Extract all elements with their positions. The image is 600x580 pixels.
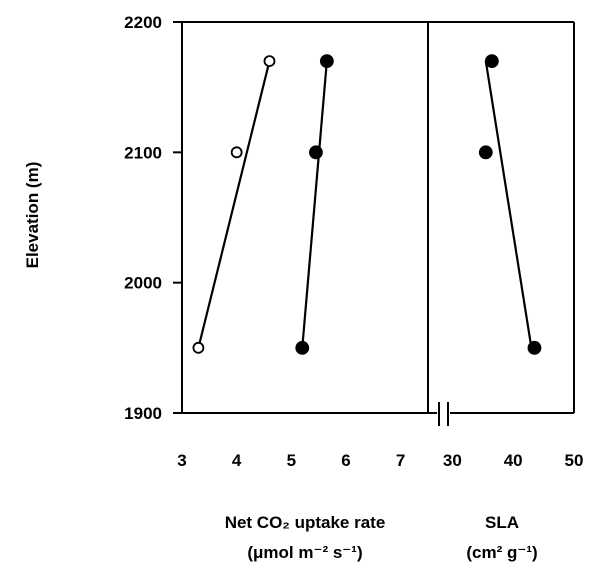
open-data-point <box>263 55 276 67</box>
y-tick-label: 1900 <box>124 404 162 423</box>
chart-marks <box>192 54 542 355</box>
open-data-point <box>192 341 205 354</box>
fit-line <box>197 60 271 349</box>
y-tick-label: 2200 <box>124 13 162 32</box>
x-tick-label: 30 <box>443 451 462 470</box>
x-tick-label: 5 <box>287 451 296 470</box>
filled-data-point <box>527 340 542 355</box>
filled-data-point <box>309 145 323 160</box>
y-axis-label: Elevation (m) <box>23 162 42 269</box>
x-axis-label-right: SLA <box>485 513 519 532</box>
x-tick-label: 50 <box>565 451 584 470</box>
chart-labels: Elevation (m) Net CO₂ uptake rate (μmol … <box>23 162 538 562</box>
y-tick-label: 2000 <box>124 274 162 293</box>
filled-data-point <box>319 54 334 68</box>
x-axis-unit-right: (cm² g⁻¹) <box>466 543 537 562</box>
filled-data-point <box>484 54 499 68</box>
x-tick-label: 6 <box>341 451 350 470</box>
x-tick-label: 4 <box>232 451 242 470</box>
x-tick-label: 7 <box>396 451 405 470</box>
plot-frame: 1900 2000 2100 2200 3 4 5 6 7 30 40 50 <box>124 13 583 470</box>
x-axis-label-left: Net CO₂ uptake rate <box>225 513 386 532</box>
filled-data-point <box>478 145 493 160</box>
fit-line <box>301 61 328 348</box>
fit-line <box>484 60 533 349</box>
x-tick-label: 3 <box>177 451 186 470</box>
open-data-point <box>230 146 243 159</box>
filled-data-point <box>295 340 310 355</box>
x-axis-unit-left: (μmol m⁻² s⁻¹) <box>247 543 362 562</box>
x-tick-label: 40 <box>504 451 523 470</box>
y-tick-label: 2100 <box>124 143 162 162</box>
